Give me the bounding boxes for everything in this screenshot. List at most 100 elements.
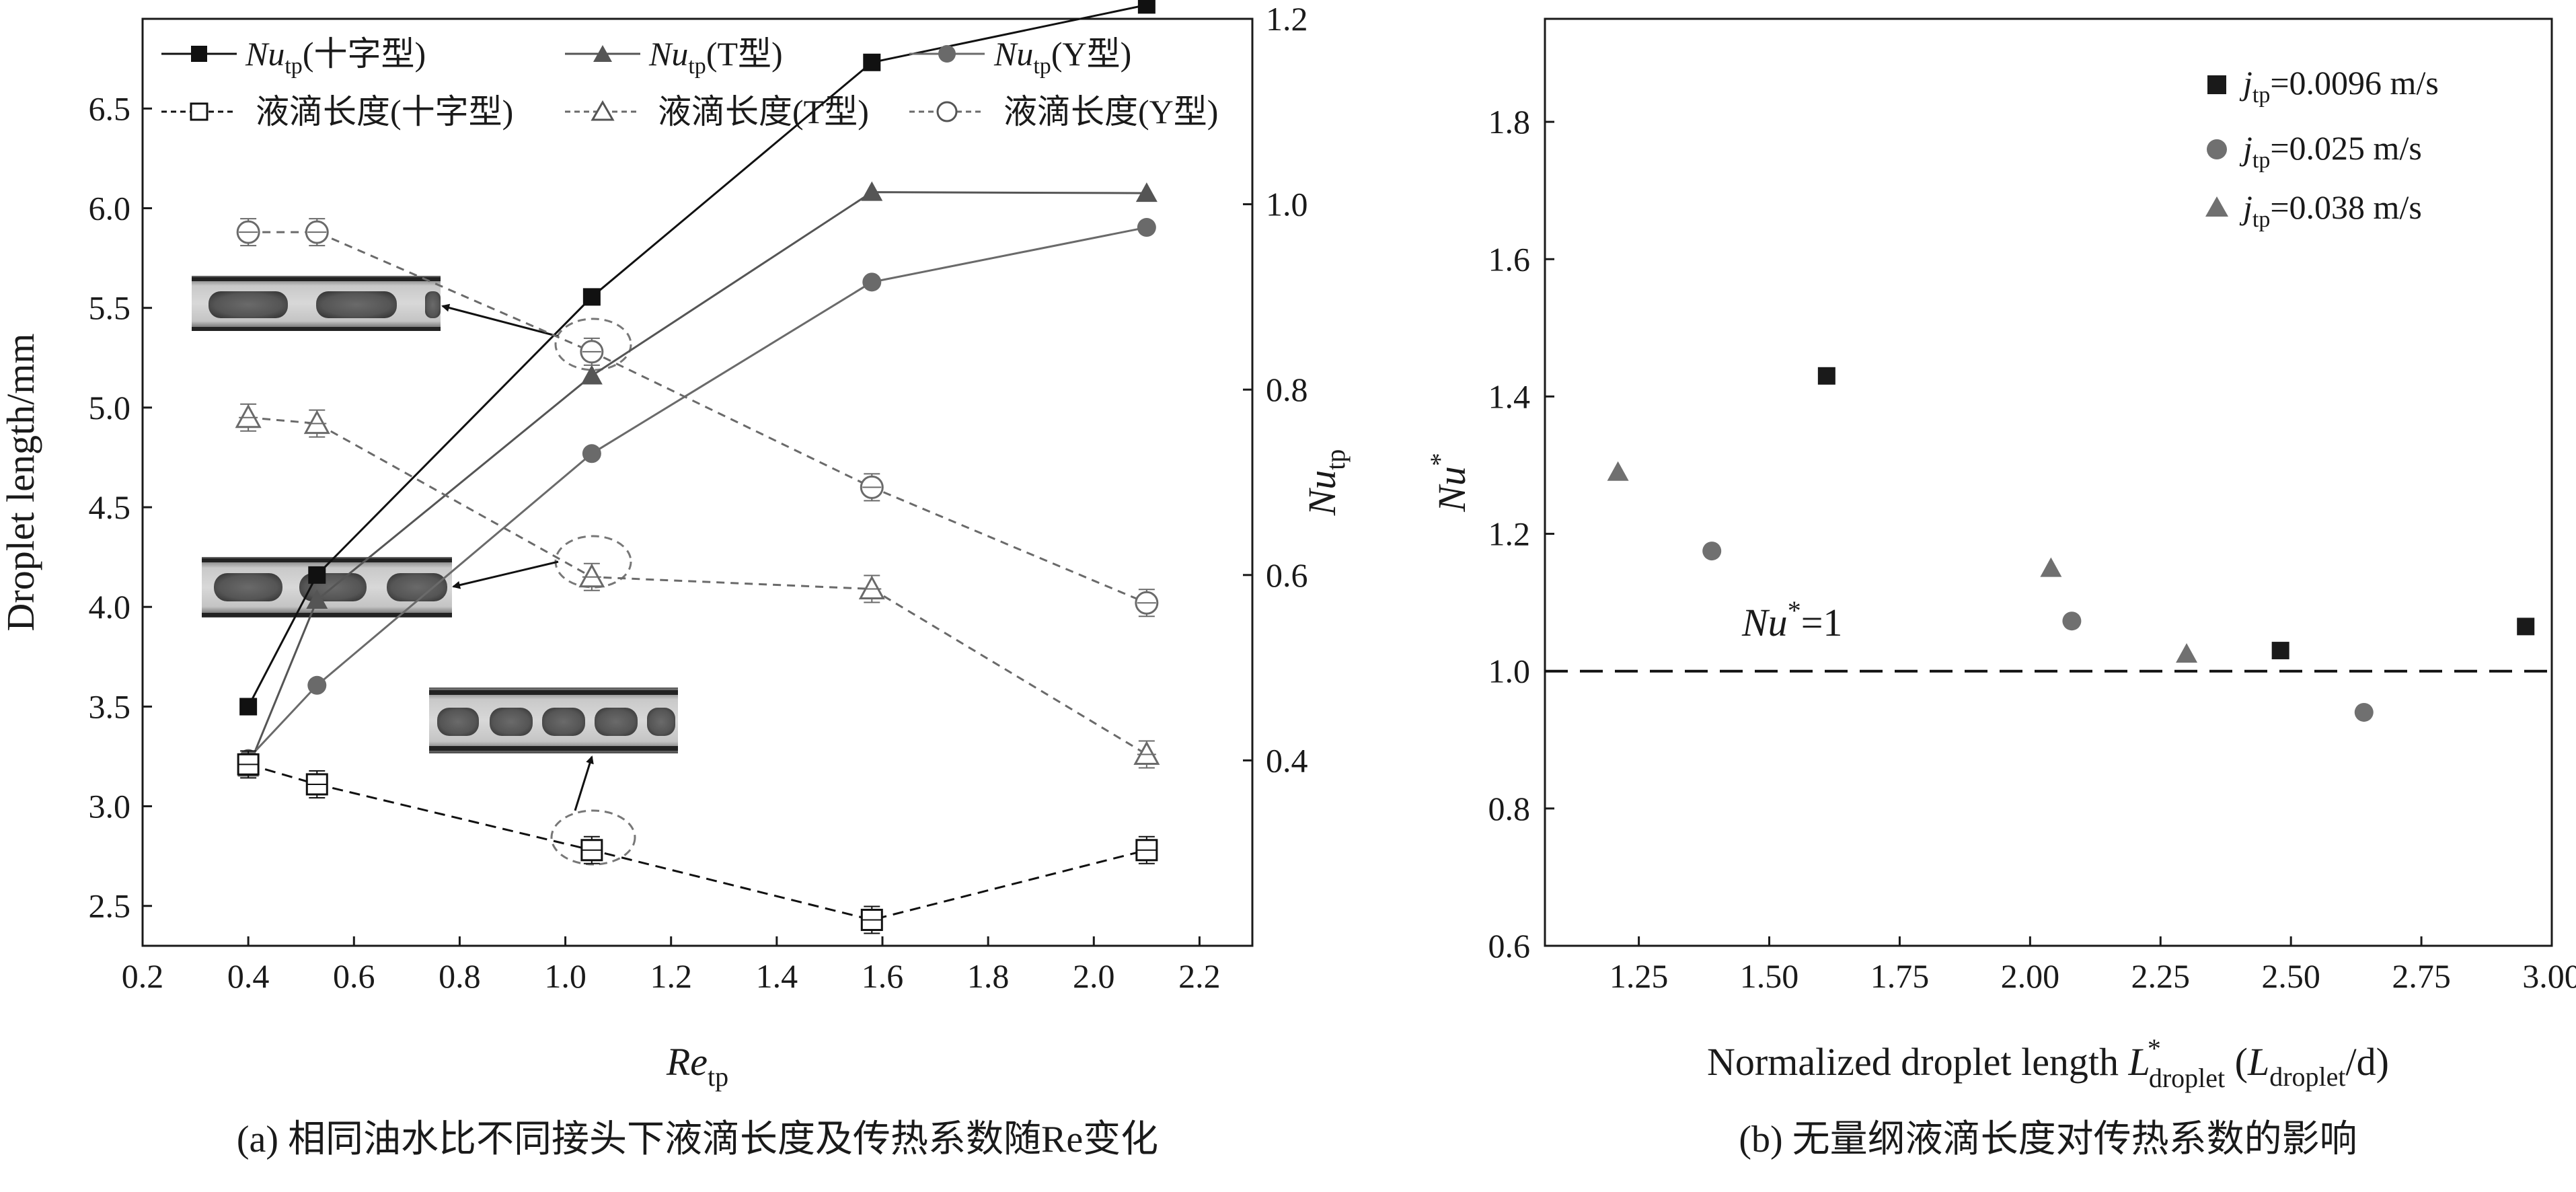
svg-text:jtp=0.0096 m/s: jtp=0.0096 m/s bbox=[2239, 64, 2439, 108]
data-point bbox=[862, 272, 882, 292]
y-left-tick-label: 4.0 bbox=[89, 588, 131, 626]
panel-b-y-label: Nu* bbox=[1425, 453, 1474, 513]
panel-b-frame bbox=[1544, 17, 2553, 947]
data-point bbox=[1607, 461, 1629, 481]
y-left-tick-label: 6.5 bbox=[89, 89, 131, 127]
data-point bbox=[578, 563, 605, 588]
arrow-to-cross-photo bbox=[441, 303, 559, 338]
panel-a: 0.2 0.4 0.6 0.8 1.0 1.2 1.4 1.6 1.8 2.0 2.2 2.5 3.0… bbox=[0, 0, 1351, 1160]
reference-line-label: Nu*=1 bbox=[1741, 595, 1842, 644]
data-point bbox=[582, 288, 601, 306]
panel-a-x-ticks: 0.2 0.4 0.6 0.8 1.0 1.2 1.4 1.6 1.8 2.0 2.2 bbox=[122, 936, 1221, 995]
data-point bbox=[1137, 218, 1156, 237]
x-tick-label: 2.50 bbox=[2261, 957, 2320, 995]
y-tick-label: 1.0 bbox=[1488, 653, 1531, 690]
series-4 bbox=[235, 403, 1160, 769]
y-tick-label: 0.6 bbox=[1488, 927, 1531, 965]
x-tick-label: 1.25 bbox=[1609, 957, 1669, 995]
y-tick-label: 0.8 bbox=[1488, 790, 1531, 827]
b-series-0 bbox=[1817, 367, 2535, 660]
data-point bbox=[1702, 542, 1722, 561]
legend-length-y: 液滴长度(Y型) bbox=[909, 93, 1218, 131]
panel-b-series bbox=[1607, 367, 2535, 722]
legend-j-0096: jtp=0.0096 m/s bbox=[2207, 64, 2439, 108]
data-point bbox=[580, 365, 603, 385]
arrow-to-t-photo bbox=[452, 560, 559, 589]
y-tick-label: 1.8 bbox=[1488, 103, 1531, 141]
legend-j-038: jtp=0.038 m/s bbox=[2205, 188, 2422, 232]
x-tick-label: 2.2 bbox=[1178, 957, 1221, 995]
droplet-photo-y bbox=[429, 687, 678, 753]
b-series-2 bbox=[1607, 461, 2198, 663]
x-tick-label: 1.50 bbox=[1740, 957, 1799, 995]
x-tick-label: 2.25 bbox=[2131, 957, 2191, 995]
data-point bbox=[2040, 557, 2062, 577]
y-right-tick-label: 0.8 bbox=[1266, 371, 1308, 408]
data-point bbox=[1133, 741, 1160, 766]
panel-b: 1.25 1.50 1.75 2.00 2.25 2.50 2.75 3.00 0.6 0.8 1… bbox=[1425, 17, 2576, 1160]
legend-length-cross: 液滴长度(十字型) bbox=[161, 93, 513, 131]
panel-a-frame bbox=[141, 17, 1254, 947]
panel-a-left-y-ticks: 2.5 3.0 3.5 4.0 4.5 5.0 5.5 6.0 6.5 bbox=[89, 89, 152, 925]
y-left-tick-label: 5.5 bbox=[89, 289, 131, 327]
legend-j-025: jtp=0.025 m/s bbox=[2207, 129, 2422, 173]
data-point bbox=[307, 675, 327, 695]
y-left-tick-label: 3.5 bbox=[89, 687, 131, 725]
data-point bbox=[2062, 611, 2082, 631]
svg-text:jtp=0.025 m/s: jtp=0.025 m/s bbox=[2239, 129, 2422, 173]
svg-text:Nutp(十字型): Nutp(十字型) bbox=[245, 35, 426, 79]
data-point bbox=[1137, 0, 1156, 14]
legend-nu-cross: Nutp(十字型) bbox=[161, 35, 426, 79]
data-point bbox=[239, 698, 258, 716]
data-point bbox=[1817, 367, 1835, 385]
x-tick-label: 0.2 bbox=[122, 957, 164, 995]
x-tick-label: 1.6 bbox=[862, 957, 904, 995]
panel-a-caption: (a) 相同油水比不同接头下液滴长度及传热系数随Re变化 bbox=[237, 1119, 1158, 1160]
data-point bbox=[306, 589, 328, 609]
data-point bbox=[235, 404, 262, 429]
x-tick-label: 2.75 bbox=[2392, 957, 2451, 995]
x-tick-label: 0.6 bbox=[333, 957, 375, 995]
data-point bbox=[2517, 618, 2535, 636]
panel-a-x-label: Retp bbox=[666, 1040, 728, 1092]
panel-a-y-left-label: Droplet length/mm bbox=[0, 334, 42, 632]
highlight-ellipse-y bbox=[554, 318, 632, 371]
data-point bbox=[2354, 702, 2374, 722]
panel-b-x-label: Normalized droplet length L* droplet (Ldr… bbox=[1707, 1033, 2389, 1093]
x-tick-label: 2.00 bbox=[2001, 957, 2060, 995]
series-0 bbox=[239, 0, 1156, 716]
x-tick-label: 0.8 bbox=[439, 957, 481, 995]
data-point bbox=[863, 53, 881, 71]
panel-a-legend: Nutp(十字型) Nutp(T型) Nutp(Y型) 液滴长度(十字型) 液滴 bbox=[161, 35, 1218, 131]
series-line bbox=[248, 763, 1147, 922]
x-tick-label: 1.8 bbox=[967, 957, 1010, 995]
data-point bbox=[861, 181, 883, 201]
y-left-tick-label: 6.0 bbox=[89, 190, 131, 227]
droplet-photo-cross bbox=[192, 276, 441, 331]
series-1 bbox=[237, 181, 1158, 777]
data-point bbox=[1135, 182, 1158, 202]
x-tick-label: 1.75 bbox=[1870, 957, 1930, 995]
y-left-tick-label: 5.0 bbox=[89, 389, 131, 426]
data-point bbox=[303, 410, 330, 435]
y-tick-label: 1.4 bbox=[1488, 377, 1531, 415]
y-left-tick-label: 3.0 bbox=[89, 788, 131, 825]
data-point bbox=[2271, 642, 2289, 660]
panel-b-caption: (b) 无量纲液滴长度对传热系数的影响 bbox=[1739, 1119, 2357, 1160]
arrow-to-y-photo bbox=[574, 755, 594, 811]
data-point bbox=[308, 566, 326, 584]
x-tick-label: 3.00 bbox=[2522, 957, 2576, 995]
y-tick-label: 1.6 bbox=[1488, 240, 1531, 278]
y-right-tick-label: 1.2 bbox=[1266, 0, 1308, 38]
y-tick-label: 1.2 bbox=[1488, 515, 1531, 553]
b-series-1 bbox=[1702, 542, 2374, 722]
panel-a-right-y-ticks: 0.4 0.6 0.8 1.0 1.2 bbox=[1243, 0, 1308, 779]
y-left-tick-label: 4.5 bbox=[89, 488, 131, 526]
svg-text:Nutp(T型): Nutp(T型) bbox=[648, 35, 783, 79]
y-right-tick-label: 1.0 bbox=[1266, 186, 1308, 223]
series-3 bbox=[237, 750, 1158, 934]
y-right-tick-label: 0.4 bbox=[1266, 741, 1308, 779]
data-point bbox=[2176, 643, 2198, 663]
svg-text:Nutp(Y型): Nutp(Y型) bbox=[993, 35, 1131, 79]
